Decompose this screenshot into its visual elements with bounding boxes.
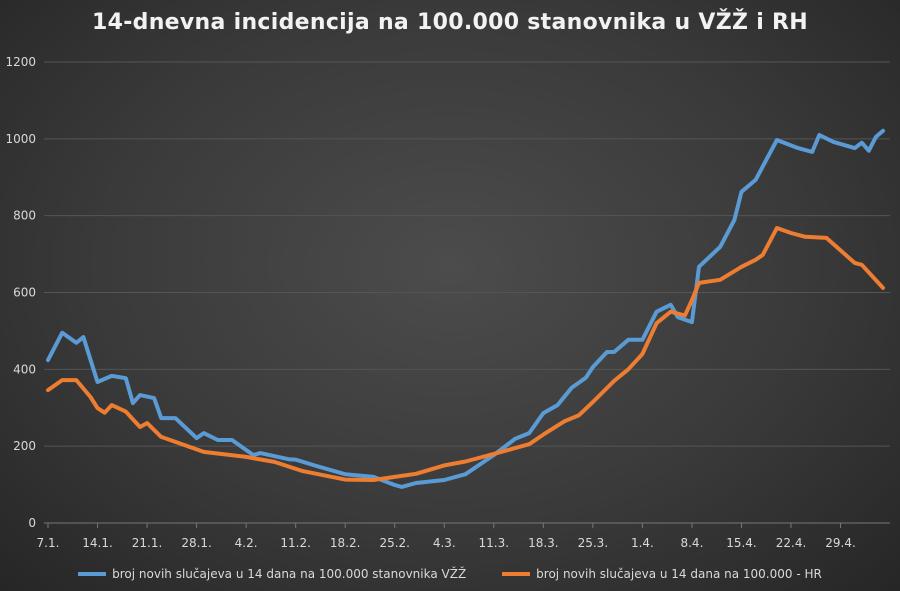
x-tick-label: 25.2. (379, 536, 410, 550)
x-tick-label: 29.4. (825, 536, 856, 550)
legend-label: broj novih slučajeva u 14 dana na 100.00… (536, 567, 822, 581)
x-tick-label: 21.1. (132, 536, 163, 550)
legend-swatch-blue (78, 572, 107, 576)
y-tick-label: 1000 (5, 132, 36, 146)
x-tick-label: 1.4. (631, 536, 654, 550)
legend-label: broj novih slučajeva u 14 dana na 100.00… (112, 567, 467, 581)
x-tick-label: 28.1. (181, 536, 212, 550)
x-tick-label: 22.4. (776, 536, 807, 550)
legend-swatch-orange (502, 572, 531, 576)
x-tick-label: 14.1. (82, 536, 113, 550)
y-tick-label: 200 (13, 439, 36, 453)
x-tick-label: 4.2. (235, 536, 258, 550)
chart-title: 14-dnevna incidencija na 100.000 stanovn… (92, 10, 808, 35)
y-tick-label: 800 (13, 209, 36, 223)
legend: broj novih slučajeva u 14 dana na 100.00… (0, 567, 900, 581)
x-tick-label: 18.3. (528, 536, 559, 550)
x-tick-label: 7.1. (37, 536, 60, 550)
x-tick-label: 8.4. (680, 536, 703, 550)
y-tick-label: 0 (28, 516, 36, 530)
x-tick-label: 11.2. (280, 536, 311, 550)
y-tick-label: 400 (13, 362, 36, 376)
x-tick-label: 15.4. (726, 536, 757, 550)
legend-item-hr: broj novih slučajeva u 14 dana na 100.00… (502, 567, 822, 581)
x-tick-label: 4.3. (433, 536, 456, 550)
y-tick-label: 1200 (5, 55, 36, 69)
legend-item-vzz: broj novih slučajeva u 14 dana na 100.00… (78, 567, 466, 581)
x-tick-label: 11.3. (479, 536, 510, 550)
x-tick-label: 18.2. (330, 536, 361, 550)
x-tick-label: 25.3. (578, 536, 609, 550)
y-tick-label: 600 (13, 286, 36, 300)
series-line-hr (46, 226, 885, 482)
series-line-vzz (46, 128, 885, 489)
